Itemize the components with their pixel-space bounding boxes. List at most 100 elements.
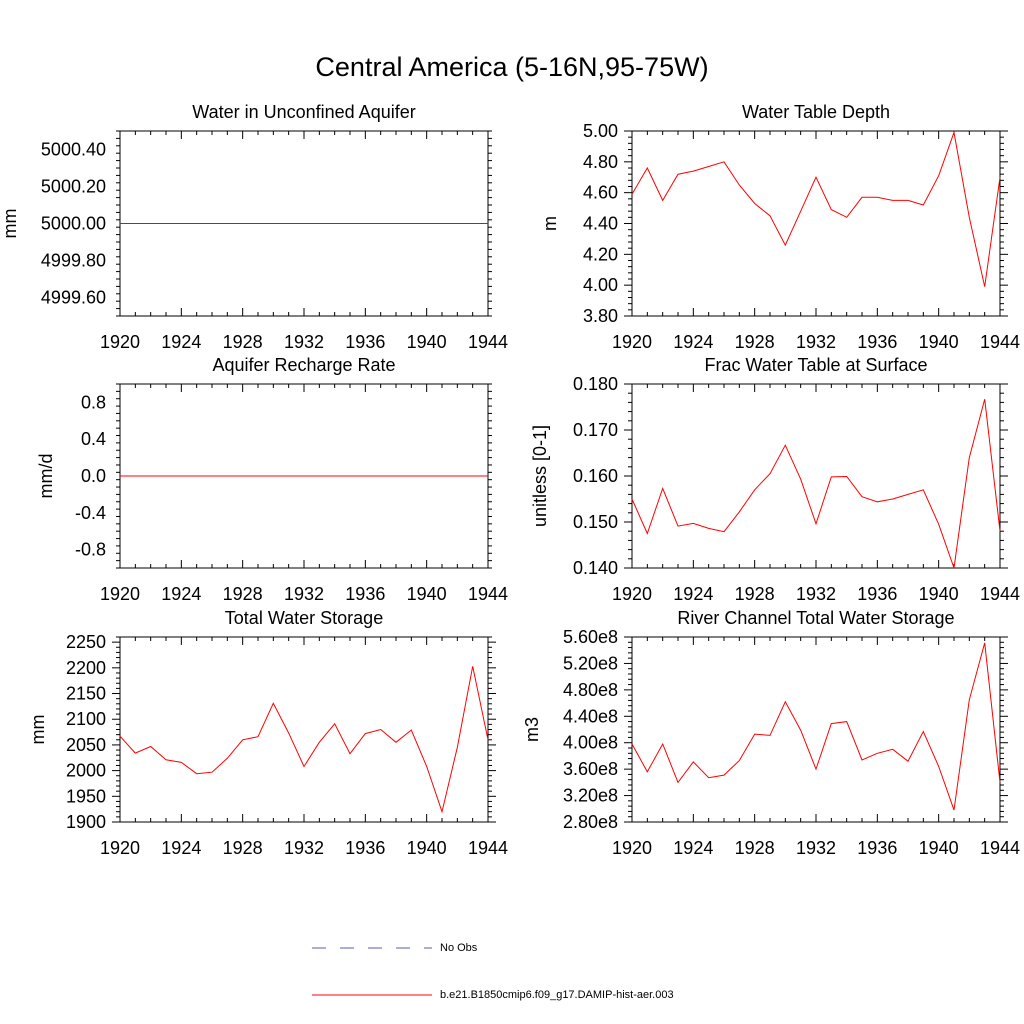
y-tick-label: 0.4: [81, 429, 106, 449]
x-tick-label: 1940: [919, 332, 959, 352]
y-tick-label: 2100: [66, 709, 106, 729]
y-tick-label: 0.170: [573, 420, 618, 440]
x-tick-label: 1924: [673, 584, 713, 604]
y-axis-label: unitless [0-1]: [530, 425, 550, 527]
x-tick-label: 1936: [857, 838, 897, 858]
y-tick-label: 5.00: [583, 121, 618, 141]
x-tick-label: 1944: [468, 584, 508, 604]
x-tick-label: 1920: [612, 584, 652, 604]
x-tick-label: 1924: [161, 584, 201, 604]
y-tick-label: 3.60e8: [563, 759, 618, 779]
x-tick-label: 1920: [100, 332, 140, 352]
y-tick-label: 5000.40: [41, 140, 106, 160]
panel-4: Frac Water Table at Surface unitless [0-1…: [530, 355, 1020, 604]
y-tick-label: 3.80: [583, 306, 618, 326]
x-tick-label: 1940: [407, 584, 447, 604]
series-line: [631, 642, 1001, 811]
y-tick-label: -0.8: [75, 540, 106, 560]
y-axis-label: m: [540, 216, 560, 231]
panel-title: Frac Water Table at Surface: [704, 355, 927, 375]
panel-2: Water Table Depth m 1920 1924 1928 1932 1936 19…: [540, 102, 1020, 352]
x-tick-label: 1932: [284, 838, 324, 858]
legend-label-model: b.e21.B1850cmip6.f09_g17.DAMIP-hist-aer.…: [440, 989, 674, 1001]
y-tick-label: 4999.80: [41, 251, 106, 271]
y-tick-label: 0.8: [81, 392, 106, 412]
y-tick-label: 4.80: [583, 152, 618, 172]
legend-label-no-obs: No Obs: [440, 942, 478, 954]
x-tick-label: 1940: [919, 838, 959, 858]
x-tick-label: 1936: [857, 584, 897, 604]
panel-1: Water in Unconfined Aquifer mm 1920 1924 192…: [0, 102, 508, 352]
panel-title: River Channel Total Water Storage: [677, 608, 954, 628]
y-tick-label: 4.40: [583, 214, 618, 234]
y-tick-label: 5000.20: [41, 177, 106, 197]
series-line: [631, 130, 1001, 287]
x-tick-label: 1932: [284, 332, 324, 352]
y-tick-label: 2200: [66, 658, 106, 678]
panel-title: Aquifer Recharge Rate: [212, 355, 395, 375]
x-tick-label: 1932: [796, 838, 836, 858]
page-title: Central America (5-16N,95-75W): [315, 52, 709, 82]
x-tick-label: 1928: [735, 332, 775, 352]
panel-title: Total Water Storage: [225, 608, 383, 628]
x-tick-label: 1928: [223, 584, 263, 604]
y-tick-label: 2.80e8: [563, 812, 618, 832]
y-tick-label: 0.140: [573, 558, 618, 578]
x-tick-label: 1928: [735, 584, 775, 604]
y-tick-label: 2150: [66, 684, 106, 704]
y-tick-label: 4.80e8: [563, 680, 618, 700]
x-tick-label: 1944: [980, 838, 1020, 858]
y-tick-label: 4.00: [583, 275, 618, 295]
x-tick-label: 1944: [980, 332, 1020, 352]
y-tick-label: 4.20: [583, 244, 618, 264]
x-tick-label: 1940: [407, 838, 447, 858]
y-tick-label: 0.0: [81, 466, 106, 486]
series-line: [631, 399, 1001, 569]
y-tick-label: 0.160: [573, 466, 618, 486]
y-tick-label: 1950: [66, 786, 106, 806]
x-tick-label: 1920: [100, 584, 140, 604]
x-tick-label: 1924: [161, 838, 201, 858]
x-tick-label: 1944: [980, 584, 1020, 604]
panel-title: Water in Unconfined Aquifer: [192, 102, 415, 122]
x-tick-label: 1920: [100, 838, 140, 858]
x-tick-label: 1920: [612, 838, 652, 858]
y-axis-label: mm: [28, 715, 48, 745]
y-tick-label: 4.00e8: [563, 733, 618, 753]
y-tick-label: 2000: [66, 761, 106, 781]
x-tick-label: 1924: [161, 332, 201, 352]
x-tick-label: 1932: [796, 584, 836, 604]
y-tick-label: 1900: [66, 812, 106, 832]
y-tick-label: 4.60: [583, 183, 618, 203]
panel-title: Water Table Depth: [742, 102, 890, 122]
x-tick-label: 1932: [796, 332, 836, 352]
y-tick-label: 0.180: [573, 374, 618, 394]
y-tick-label: 0.150: [573, 512, 618, 532]
x-tick-label: 1944: [468, 838, 508, 858]
y-tick-label: 4.40e8: [563, 706, 618, 726]
x-tick-label: 1944: [468, 332, 508, 352]
y-axis-label: mm/d: [36, 454, 56, 499]
x-tick-label: 1928: [223, 332, 263, 352]
y-tick-label: 5.60e8: [563, 627, 618, 647]
y-tick-label: 4999.60: [41, 288, 106, 308]
x-tick-label: 1924: [673, 838, 713, 858]
y-tick-label: 5.20e8: [563, 653, 618, 673]
y-axis-label: mm: [0, 209, 20, 239]
y-tick-label: 5000.00: [41, 214, 106, 234]
x-tick-label: 1936: [345, 332, 385, 352]
x-tick-label: 1928: [223, 838, 263, 858]
x-tick-label: 1920: [612, 332, 652, 352]
panel-5: Total Water Storage mm 1920 1924 1928 1932 193…: [28, 608, 508, 858]
x-tick-label: 1940: [407, 332, 447, 352]
series-line: [119, 666, 489, 814]
x-tick-label: 1936: [345, 584, 385, 604]
panel-6: River Channel Total Water Storage m3 1920 1…: [522, 608, 1020, 858]
y-tick-label: 2250: [66, 632, 106, 652]
x-tick-label: 1928: [735, 838, 775, 858]
y-tick-label: 3.20e8: [563, 786, 618, 806]
x-tick-label: 1940: [919, 584, 959, 604]
y-axis-label: m3: [522, 717, 542, 742]
